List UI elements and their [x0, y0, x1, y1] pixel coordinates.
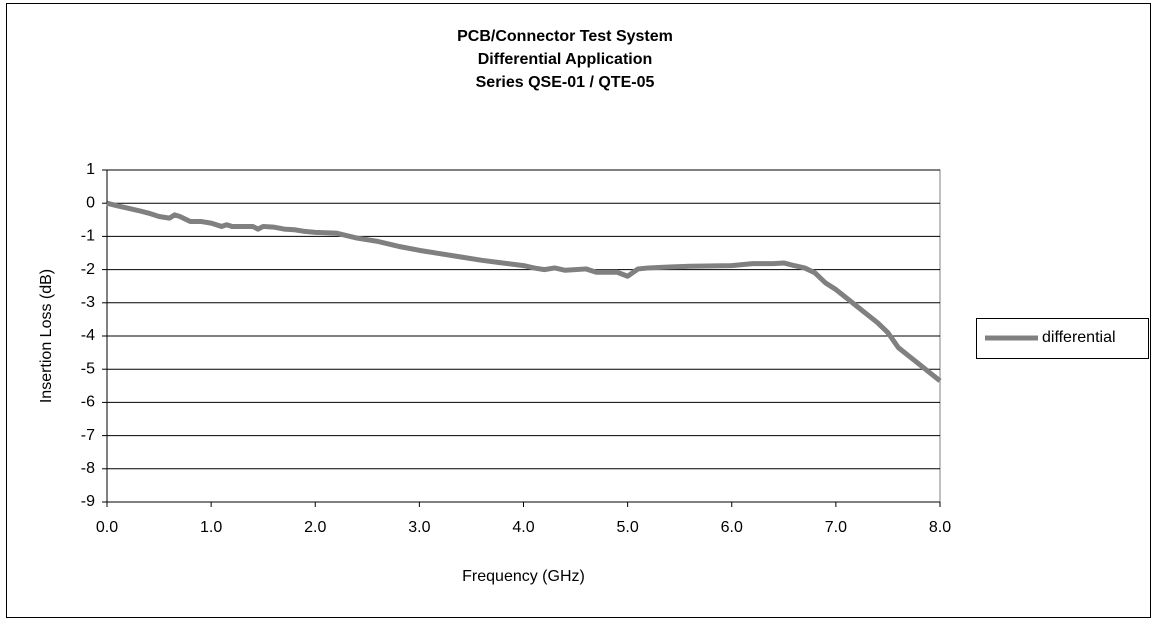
x-tick-label: 1.0	[200, 519, 222, 536]
y-tick-label: -1	[81, 228, 95, 245]
data-line	[106, 200, 942, 383]
x-axis-label: Frequency (GHz)	[462, 568, 585, 585]
chart-title: PCB/Connector Test System	[457, 28, 673, 45]
y-tick-label: -8	[81, 460, 95, 477]
chart-title: Differential Application	[478, 51, 653, 68]
x-tick-label: 2.0	[304, 519, 326, 536]
x-tick-label: 0.0	[96, 519, 118, 536]
x-tick-label: 4.0	[512, 519, 534, 536]
x-tick-label: 6.0	[721, 519, 743, 536]
y-axis-label: Insertion Loss (dB)	[38, 269, 55, 403]
x-tick-label: 7.0	[825, 519, 847, 536]
y-tick-label: -4	[81, 327, 95, 344]
x-tick-label: 3.0	[408, 519, 430, 536]
y-tick-label: -6	[81, 394, 95, 411]
y-tick-label: -3	[81, 294, 95, 311]
y-tick-label: -2	[81, 261, 95, 278]
y-tick-label: -7	[81, 427, 95, 444]
y-tick-label: 1	[86, 161, 95, 178]
y-tick-label: -9	[81, 493, 95, 510]
y-tick-label: 0	[86, 194, 95, 211]
x-tick-label: 8.0	[929, 519, 951, 536]
y-tick-label: -5	[81, 360, 95, 377]
x-tick-label: 5.0	[617, 519, 639, 536]
chart-title: Series QSE-01 / QTE-05	[476, 74, 655, 91]
legend-label: differential	[1042, 329, 1116, 346]
